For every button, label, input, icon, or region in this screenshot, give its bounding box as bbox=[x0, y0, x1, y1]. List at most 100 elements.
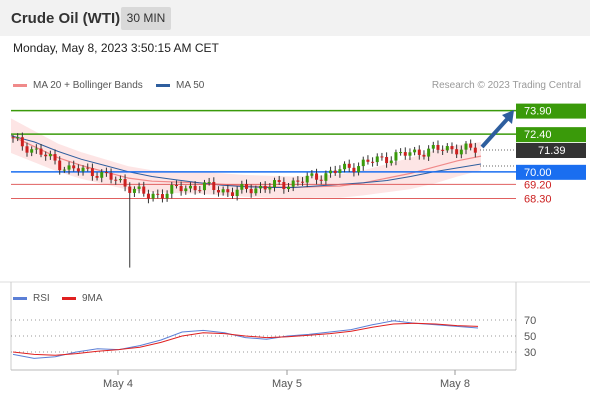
candle-body bbox=[39, 148, 43, 155]
candle-body bbox=[333, 170, 337, 174]
candle-body bbox=[48, 154, 52, 157]
candle-body bbox=[450, 146, 454, 150]
candle-body bbox=[282, 182, 286, 190]
candle-body bbox=[137, 186, 141, 189]
candle-body bbox=[315, 173, 319, 180]
candle-body bbox=[95, 176, 99, 178]
candle-body bbox=[249, 188, 253, 194]
candle-body bbox=[58, 160, 62, 171]
candle-body bbox=[301, 181, 305, 183]
candle-body bbox=[160, 194, 164, 199]
candle-body bbox=[357, 166, 361, 173]
rsi-tick-label: 30 bbox=[524, 347, 536, 359]
legend-rsi-ma: 9MA bbox=[62, 293, 103, 304]
legend-bollinger-label: MA 20 + Bollinger Bands bbox=[33, 80, 143, 91]
candle-body bbox=[20, 137, 24, 147]
rsi-tick-label: 50 bbox=[524, 331, 536, 343]
last-price-label: 71.39 bbox=[538, 145, 566, 157]
candle-body bbox=[459, 149, 463, 155]
candle-body bbox=[287, 186, 291, 190]
candle-body bbox=[165, 193, 169, 199]
candle-body bbox=[436, 144, 440, 150]
candle-body bbox=[44, 154, 48, 157]
candle-body bbox=[413, 149, 417, 153]
candle-body bbox=[361, 159, 365, 167]
rsi-ma-line bbox=[12, 322, 479, 356]
legend-rsi-ma-label: 9MA bbox=[82, 293, 103, 304]
rsi-swatch bbox=[13, 297, 27, 300]
candle-body bbox=[380, 156, 384, 158]
support-label: 69.20 bbox=[524, 179, 552, 191]
candle-body bbox=[86, 167, 90, 169]
level-pivot: 70.00 bbox=[11, 164, 586, 180]
x-tick-label: May 5 bbox=[272, 378, 302, 390]
candle-body bbox=[170, 185, 174, 194]
level-resistance: 73.90 bbox=[11, 103, 586, 119]
candle-body bbox=[151, 193, 155, 199]
candle-body bbox=[142, 186, 146, 194]
candle-body bbox=[25, 146, 29, 153]
candle-body bbox=[403, 152, 407, 156]
candle-body bbox=[76, 168, 80, 172]
candle-body bbox=[114, 179, 118, 181]
rsi-ma-swatch bbox=[62, 297, 76, 300]
candle-body bbox=[202, 182, 206, 191]
candle-body bbox=[67, 165, 71, 170]
legend-ma50: MA 50 bbox=[156, 80, 204, 91]
candle-body bbox=[72, 165, 76, 169]
candle-body bbox=[104, 172, 108, 174]
candle-body bbox=[263, 185, 267, 190]
candle-body bbox=[441, 149, 445, 151]
pivot-tag bbox=[516, 164, 586, 180]
research-credit: Research © 2023 Trading Central bbox=[431, 80, 581, 91]
candle-body bbox=[319, 179, 323, 181]
candle-body bbox=[422, 154, 426, 157]
candle-body bbox=[394, 152, 398, 161]
level-resistance: 72.40 bbox=[11, 127, 586, 143]
timeframe-badge[interactable]: 30 MIN bbox=[121, 7, 171, 30]
candle-body bbox=[123, 179, 127, 187]
support-label: 68.30 bbox=[524, 194, 552, 206]
rsi-line bbox=[12, 320, 479, 359]
resistance-tag bbox=[516, 103, 586, 119]
candle-body bbox=[338, 169, 342, 174]
forecast-arrow-shaft bbox=[480, 114, 512, 149]
candle-body bbox=[146, 193, 150, 199]
chart-datetime: Monday, May 8, 2023 3:50:15 AM CET bbox=[13, 41, 219, 55]
candle-body bbox=[235, 189, 239, 197]
candle-body bbox=[11, 137, 15, 139]
candle-body bbox=[389, 160, 393, 164]
ma50-swatch bbox=[156, 84, 170, 87]
rsi-tick-label: 70 bbox=[524, 315, 536, 327]
candle-body bbox=[296, 180, 300, 182]
bollinger-swatch bbox=[13, 84, 27, 87]
candle-body bbox=[109, 172, 113, 180]
x-tick-label: May 8 bbox=[440, 378, 470, 390]
candle-body bbox=[329, 170, 333, 174]
x-tick-label: May 4 bbox=[103, 378, 133, 390]
candle-body bbox=[62, 169, 66, 171]
candle-body bbox=[240, 184, 244, 190]
candle-body bbox=[179, 185, 183, 192]
candle-body bbox=[469, 143, 473, 148]
candle-body bbox=[100, 172, 104, 178]
candle-body bbox=[226, 189, 230, 193]
resistance-tag bbox=[516, 127, 586, 143]
instrument-title: Crude Oil (WTI) bbox=[11, 10, 121, 27]
forecast-arrow-head bbox=[502, 110, 514, 124]
legend-rsi-label: RSI bbox=[33, 293, 50, 304]
candle-body bbox=[212, 181, 216, 191]
candle-body bbox=[408, 152, 412, 156]
candle-body bbox=[399, 152, 403, 154]
candle-body bbox=[347, 163, 351, 168]
candle-body bbox=[16, 137, 20, 139]
candle-body bbox=[277, 180, 281, 183]
candle-body bbox=[431, 144, 435, 149]
resistance-label: 72.40 bbox=[524, 129, 552, 141]
candle-body bbox=[343, 163, 347, 170]
candle-body bbox=[273, 180, 277, 188]
candle-body bbox=[30, 149, 34, 153]
candle-body bbox=[132, 188, 136, 193]
candle-body bbox=[259, 185, 263, 189]
